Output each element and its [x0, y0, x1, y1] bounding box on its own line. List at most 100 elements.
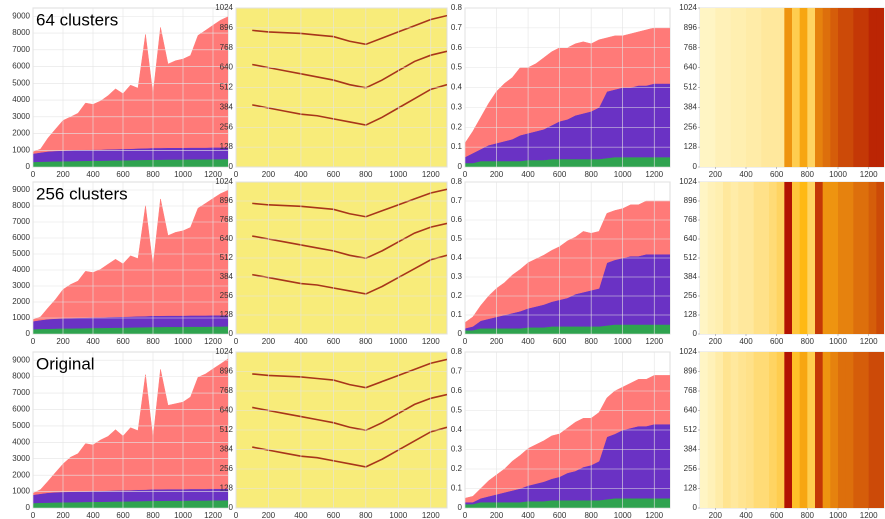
x-tick-label: 1000: [614, 511, 632, 519]
x-tick-label: 800: [801, 337, 815, 346]
y-tick-label: 8000: [12, 201, 30, 210]
x-tick-label: 800: [584, 511, 598, 519]
y-tick-label: 6000: [12, 405, 30, 414]
panel: 0128256384512640768896102420040060080010…: [679, 347, 885, 519]
y-tick-label: 0: [693, 329, 698, 338]
y-tick-label: 1024: [679, 347, 697, 356]
y-tick-label: 640: [220, 406, 234, 415]
x-tick-label: 400: [739, 511, 753, 519]
x-tick-label: 200: [56, 337, 70, 346]
heat-column: [738, 8, 746, 167]
panel: 0128256384512640768896102402004006008001…: [215, 347, 447, 519]
x-tick-label: 800: [801, 511, 815, 519]
x-tick-label: 800: [359, 511, 373, 519]
y-tick-label: 0.2: [451, 291, 463, 300]
x-tick-label: 1000: [829, 511, 847, 519]
x-tick-label: 1000: [389, 170, 407, 179]
y-tick-label: 896: [684, 23, 698, 32]
x-tick-label: 1200: [422, 511, 440, 519]
x-tick-label: 600: [770, 337, 784, 346]
y-tick-label: 256: [684, 122, 698, 131]
x-tick-label: 200: [262, 511, 276, 519]
y-tick-label: 4000: [12, 437, 30, 446]
heat-column: [731, 182, 739, 334]
x-tick-label: 1000: [614, 337, 632, 346]
y-tick-label: 6000: [12, 62, 30, 71]
heat-column: [861, 8, 869, 167]
heat-column: [792, 352, 800, 508]
x-tick-label: 0: [463, 170, 468, 179]
heat-column: [784, 8, 792, 167]
x-tick-label: 800: [359, 170, 373, 179]
x-tick-label: 400: [521, 511, 535, 519]
x-tick-label: 200: [56, 170, 70, 179]
heat-column: [800, 182, 808, 334]
x-tick-label: 1200: [645, 170, 663, 179]
y-tick-label: 0.6: [451, 386, 463, 395]
y-tick-label: 640: [684, 63, 698, 72]
heat-column: [876, 182, 884, 334]
y-tick-label: 0.5: [451, 406, 463, 415]
y-tick-label: 1024: [215, 347, 233, 356]
y-tick-label: 768: [684, 43, 698, 52]
y-tick-label: 896: [220, 196, 234, 205]
heat-column: [815, 352, 823, 508]
x-tick-label: 1200: [204, 337, 222, 346]
x-tick-label: 600: [553, 337, 567, 346]
heat-column: [792, 182, 800, 334]
panel: 0100020003000400050006000700080009000020…: [12, 8, 228, 179]
x-tick-label: 0: [463, 511, 468, 519]
heat-column: [777, 352, 785, 508]
y-tick-label: 384: [684, 272, 698, 281]
x-tick-label: 0: [31, 511, 36, 519]
heat-column: [838, 352, 846, 508]
x-tick-label: 1000: [389, 511, 407, 519]
heat-column: [769, 352, 777, 508]
heat-column: [784, 182, 792, 334]
heat-column: [731, 8, 739, 167]
heat-column: [761, 352, 769, 508]
x-tick-label: 600: [553, 511, 567, 519]
y-tick-label: 0.4: [451, 425, 463, 434]
x-tick-label: 400: [521, 337, 535, 346]
y-tick-label: 768: [684, 386, 698, 395]
heat-column: [754, 352, 762, 508]
heat-column: [853, 8, 861, 167]
heat-column: [746, 8, 754, 167]
y-tick-label: 0.8: [451, 3, 463, 12]
x-tick-label: 400: [86, 170, 100, 179]
y-tick-label: 384: [684, 102, 698, 111]
heat-column: [853, 352, 861, 508]
x-tick-label: 1200: [860, 337, 878, 346]
x-tick-label: 600: [327, 337, 341, 346]
y-tick-label: 0.4: [451, 253, 463, 262]
heat-column: [823, 182, 831, 334]
heat-column: [815, 182, 823, 334]
y-tick-label: 128: [220, 484, 234, 493]
y-tick-label: 0.1: [451, 310, 463, 319]
y-tick-label: 1024: [679, 3, 697, 12]
y-tick-label: 2000: [12, 129, 30, 138]
x-tick-label: 1000: [829, 170, 847, 179]
x-tick-label: 200: [56, 511, 70, 519]
panel: 0128256384512640768896102402004006008001…: [215, 177, 447, 346]
y-tick-label: 1024: [215, 177, 233, 186]
heat-column: [838, 182, 846, 334]
y-tick-label: 9000: [12, 185, 30, 194]
x-tick-label: 1200: [860, 170, 878, 179]
y-tick-label: 0.5: [451, 234, 463, 243]
heat-column: [700, 8, 708, 167]
heat-column: [830, 8, 838, 167]
x-tick-label: 1000: [174, 511, 192, 519]
heat-column: [761, 8, 769, 167]
x-tick-label: 200: [490, 337, 504, 346]
x-tick-label: 0: [234, 337, 239, 346]
heat-column: [830, 182, 838, 334]
x-tick-label: 400: [294, 511, 308, 519]
heat-column: [800, 8, 808, 167]
x-tick-label: 600: [770, 511, 784, 519]
y-tick-label: 3000: [12, 281, 30, 290]
y-tick-label: 6000: [12, 233, 30, 242]
